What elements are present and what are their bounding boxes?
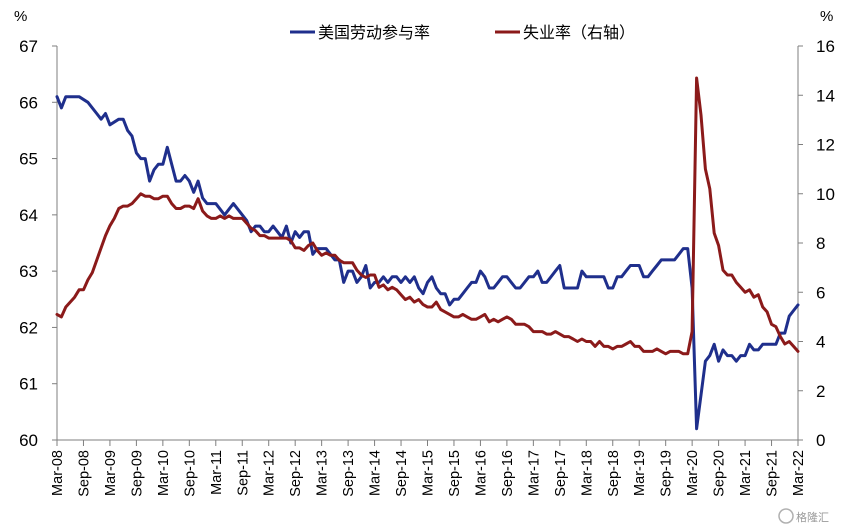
- x-tick-label: Mar-13: [315, 450, 331, 496]
- x-tick-label: Mar-15: [421, 450, 437, 496]
- axes: 60 61 62 63 64 65 66 67 0 2 4 6 8 10 12 14 16% % Mar-08 Sep…: [14, 8, 835, 497]
- x-tick-label: Mar-08: [50, 450, 66, 496]
- x-tick-label: Mar-11: [209, 450, 225, 495]
- watermark-text: 格隆汇: [796, 510, 829, 524]
- right-tick-label: 8: [816, 234, 825, 253]
- legend-label-unemployment: 失业率（右轴）: [523, 23, 635, 42]
- x-tick-label: Sep-14: [394, 450, 410, 497]
- x-tick-label: Sep-10: [182, 450, 198, 497]
- x-tick-label: Sep-13: [341, 450, 357, 497]
- left-tick-label: 61: [19, 375, 38, 394]
- x-tick-label: Sep-09: [129, 450, 145, 497]
- left-tick-label: 63: [19, 262, 38, 281]
- left-tick-label: 60: [19, 431, 38, 450]
- x-tick-label: Mar-22: [791, 450, 807, 496]
- right-tick-label: 0: [816, 431, 825, 450]
- series-layer: [55, 76, 800, 431]
- left-tick-label: 67: [19, 37, 38, 56]
- x-tick-label: Sep-16: [500, 450, 516, 497]
- x-tick-label: Mar-16: [473, 450, 489, 496]
- left-tick-label: 65: [19, 150, 38, 169]
- legend-label-participation: 美国劳动参与率: [318, 23, 430, 42]
- x-tick-label: Mar-21: [738, 450, 754, 496]
- x-tick-label: Mar-18: [579, 450, 595, 496]
- legend: 美国劳动参与率 失业率（右轴）: [290, 23, 635, 42]
- x-tick-label: Sep-11: [235, 450, 251, 496]
- x-tick-label: Sep-17: [553, 450, 569, 497]
- x-tick-label: Sep-18: [606, 450, 622, 497]
- left-tick-label: 62: [19, 318, 38, 337]
- unemployment-rate-line: [55, 76, 800, 356]
- left-tick-label: 66: [19, 93, 38, 112]
- right-axis-unit: %: [820, 8, 833, 25]
- x-tick-label: Mar-09: [103, 450, 119, 496]
- x-tick-label: Sep-08: [76, 450, 92, 497]
- x-tick-label: Mar-12: [262, 450, 278, 496]
- x-tick-label: Sep-19: [659, 450, 675, 497]
- watermark: 格隆汇: [778, 508, 829, 524]
- right-tick-label: 12: [816, 136, 835, 155]
- right-tick-label: 10: [816, 185, 835, 204]
- right-tick-label: 16: [816, 37, 835, 56]
- right-tick-label: 6: [816, 283, 825, 302]
- x-tick-label: Sep-21: [765, 450, 781, 497]
- x-tick-label: Mar-17: [526, 450, 542, 496]
- x-tick-label: Sep-12: [288, 450, 304, 497]
- right-tick-label: 2: [816, 382, 825, 401]
- x-tick-label: Mar-19: [632, 450, 648, 496]
- x-tick-label: Mar-10: [156, 450, 172, 496]
- x-tick-label: Mar-14: [368, 450, 384, 496]
- right-tick-label: 14: [816, 86, 835, 105]
- watermark-logo-icon: [778, 508, 794, 524]
- x-tick-label: Mar-20: [685, 450, 701, 496]
- x-tick-label: Sep-15: [447, 450, 463, 497]
- left-tick-label: 64: [19, 206, 38, 225]
- right-tick-label: 4: [816, 333, 825, 352]
- x-tick-label: Sep-20: [712, 450, 728, 497]
- participation-rate-line: [55, 95, 800, 431]
- left-axis-unit: %: [14, 8, 27, 25]
